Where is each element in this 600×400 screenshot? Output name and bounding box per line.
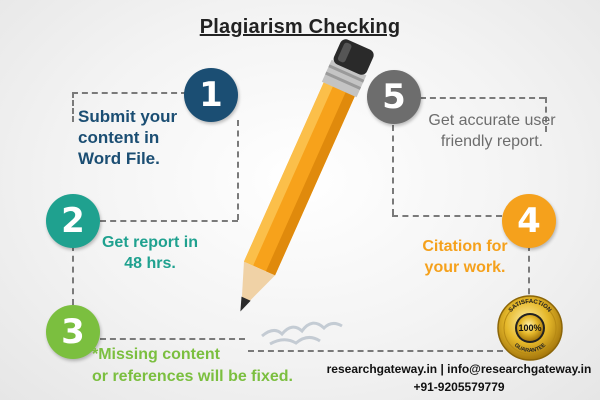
- step-5-line-2: friendly report.: [440, 133, 544, 150]
- scribble-icon: [261, 321, 343, 346]
- step-5-number: 5: [382, 77, 406, 117]
- step-2-number: 2: [61, 201, 85, 241]
- connector-2-right: [100, 220, 238, 222]
- page-title: Plagiarism Checking: [199, 16, 401, 38]
- step-3-badge: 3: [46, 305, 100, 359]
- step-1-line-2: content in: [78, 128, 160, 147]
- connector-3-right: [100, 338, 245, 340]
- connector-1-top: [72, 92, 187, 94]
- contact-info: researchgateway.in | info@researchgatewa…: [318, 362, 600, 394]
- step-2-line-2: 48 hrs.: [124, 255, 176, 272]
- step-4-line-2: your work.: [424, 259, 506, 276]
- pencil-body: [243, 78, 357, 276]
- step-5-line-1: Get accurate user: [428, 112, 556, 129]
- connector-5-left: [392, 125, 394, 215]
- step-2-line-1: Get report in: [101, 234, 198, 251]
- step-1-text: Submit your content in Word File.: [78, 106, 177, 169]
- step-5-text: Get accurate user friendly report.: [408, 110, 576, 152]
- badge-seal-icon: [497, 295, 563, 361]
- connector-5-right: [545, 97, 547, 132]
- step-1-line-1: Submit your: [78, 107, 178, 126]
- step-5-badge: 5: [367, 70, 421, 124]
- svg-text:GUARANTEE: GUARANTEE: [513, 342, 547, 354]
- connector-4-bottom: [528, 245, 530, 305]
- step-3-number: 3: [61, 312, 85, 352]
- step-2-text: Get report in 48 hrs.: [90, 232, 210, 274]
- step-1-number: 1: [199, 75, 223, 115]
- step-3-text: *Missing content or references will be f…: [92, 344, 293, 388]
- step-1-badge: 1: [184, 68, 238, 122]
- step-3-line-1: *Missing content: [92, 346, 221, 363]
- step-3-line-2: or references will be fixed.: [92, 368, 293, 385]
- step-2-badge: 2: [46, 194, 100, 248]
- connector-5-top: [420, 97, 545, 99]
- contact-phone: +91-9205579779: [413, 380, 505, 394]
- pencil-tip: [241, 261, 276, 310]
- connector-1-left: [72, 92, 74, 122]
- connector-bottom-line: [248, 350, 503, 352]
- step-4-number: 4: [517, 201, 541, 241]
- badge-center-text: 100%: [518, 323, 541, 333]
- step-4-badge: 4: [502, 194, 556, 248]
- step-1-line-3: Word File.: [78, 149, 160, 168]
- contact-web-email: researchgateway.in | info@researchgatewa…: [326, 362, 592, 376]
- connector-4-left: [392, 215, 502, 217]
- step-4-text: Citation for your work.: [405, 236, 525, 278]
- connector-2-3-left: [72, 245, 74, 305]
- step-4-line-1: Citation for: [422, 238, 508, 255]
- connector-1-right: [237, 120, 239, 220]
- badge-bottom-text: GUARANTEE: [513, 342, 547, 354]
